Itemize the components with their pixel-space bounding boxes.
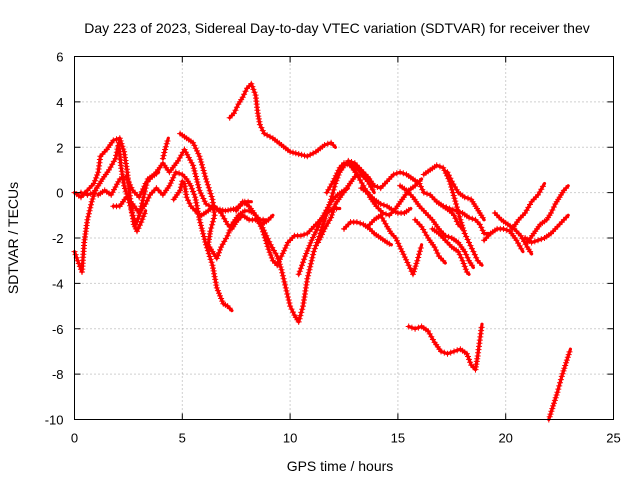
series-markers <box>405 323 485 373</box>
x-tick-label: 5 <box>179 431 186 446</box>
series-markers <box>345 157 426 193</box>
series-track-13 <box>315 171 376 246</box>
series-markers <box>341 219 393 247</box>
series-track-23 <box>420 189 465 231</box>
series-track-30 <box>524 184 570 246</box>
series-markers <box>545 348 573 423</box>
series-markers <box>420 189 464 230</box>
series-track-15 <box>345 157 426 195</box>
series-track-11 <box>256 160 372 325</box>
series-track-19 <box>397 182 475 270</box>
series-track-5 <box>110 169 234 313</box>
chart-title: Day 223 of 2023, Sidereal Day-to-day VTE… <box>84 20 590 36</box>
series-markers <box>177 130 267 262</box>
series-markers <box>429 225 470 275</box>
series-track-21 <box>412 216 447 265</box>
series-markers <box>226 80 337 160</box>
y-tick-label: -6 <box>52 322 64 337</box>
x-tick-label: 20 <box>498 431 512 446</box>
series-track-18 <box>358 185 413 216</box>
series-track-4 <box>95 170 161 201</box>
series-markers <box>110 169 233 312</box>
series-markers <box>524 185 570 246</box>
series-line <box>359 186 413 215</box>
series-track-2 <box>71 135 148 235</box>
grid <box>74 56 614 420</box>
y-tick-label: -2 <box>52 231 64 246</box>
x-axis-label: GPS time / hours <box>287 458 394 474</box>
series-layer <box>71 80 573 423</box>
series-markers <box>412 216 447 264</box>
y-tick-label: 2 <box>56 140 63 155</box>
series-markers <box>397 182 475 269</box>
series-track-32 <box>545 347 573 423</box>
x-tick-label: 0 <box>71 431 78 446</box>
series-markers <box>444 169 486 221</box>
y-tick-label: 4 <box>56 95 63 110</box>
series-track-8 <box>177 130 268 262</box>
series-line <box>96 170 161 199</box>
series-markers <box>509 183 546 232</box>
y-axis-label: SDTVAR / TECUs <box>5 182 21 294</box>
y-tick-label: 0 <box>56 186 63 201</box>
y-tick-label: -8 <box>52 367 64 382</box>
series-track-6 <box>159 136 171 162</box>
series-track-1 <box>71 186 99 275</box>
series-markers <box>315 171 376 246</box>
y-tick-label: -4 <box>52 276 64 291</box>
series-markers <box>71 187 99 275</box>
series-line <box>366 213 424 276</box>
series-line <box>422 191 465 231</box>
series-track-31 <box>405 322 485 373</box>
series-track-17 <box>341 219 393 247</box>
series-track-26 <box>481 225 525 254</box>
series-markers <box>256 160 371 325</box>
series-track-25 <box>429 225 471 276</box>
series-markers <box>295 186 350 278</box>
series-track-24 <box>444 169 486 222</box>
x-tick-label: 15 <box>391 431 405 446</box>
series-track-9 <box>226 80 337 160</box>
y-tick-label: 6 <box>56 50 63 65</box>
series-markers <box>95 170 160 201</box>
y-tick-label: -10 <box>45 413 64 428</box>
series-markers <box>481 225 525 252</box>
series-track-28 <box>509 181 547 232</box>
x-tick-label: 25 <box>606 431 620 446</box>
series-markers <box>358 185 412 216</box>
series-markers <box>159 138 171 162</box>
ticks: 0 5 10 15 20 25 -10 -8 -6 -4 -2 0 2 4 6 <box>45 50 621 446</box>
x-tick-label: 10 <box>283 431 297 446</box>
